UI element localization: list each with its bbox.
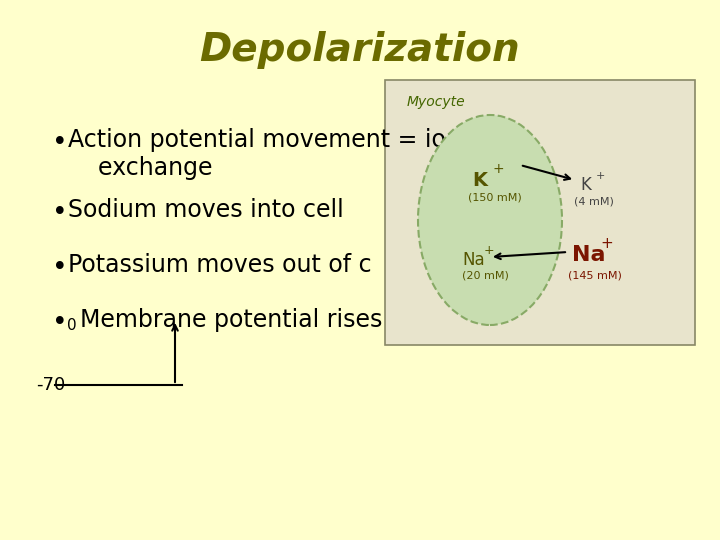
Text: +: + — [493, 162, 505, 176]
Text: Depolarization: Depolarization — [199, 31, 521, 69]
Text: •: • — [52, 200, 68, 226]
Text: K: K — [472, 171, 487, 190]
Text: (20 mM): (20 mM) — [462, 271, 509, 281]
Ellipse shape — [418, 115, 562, 325]
Text: Myocyte: Myocyte — [407, 95, 466, 109]
Text: •: • — [52, 130, 68, 156]
Text: Potassium moves out of c: Potassium moves out of c — [68, 253, 372, 277]
Text: Na: Na — [462, 251, 485, 269]
Text: 0: 0 — [67, 318, 76, 333]
Text: +: + — [596, 171, 606, 181]
Text: (4 mM): (4 mM) — [574, 197, 614, 207]
Bar — [385, 80, 695, 345]
Text: Action potential movement = ion
    exchange: Action potential movement = ion exchange — [68, 128, 461, 180]
Text: •: • — [52, 310, 68, 336]
Text: +: + — [484, 245, 495, 258]
Text: -70: -70 — [36, 376, 66, 394]
Text: •: • — [52, 255, 68, 281]
Text: Na: Na — [572, 245, 606, 265]
Text: +: + — [600, 235, 613, 251]
Text: (145 mM): (145 mM) — [568, 270, 622, 280]
Text: Membrane potential rises: Membrane potential rises — [80, 308, 382, 332]
Text: K: K — [580, 176, 591, 194]
Text: (150 mM): (150 mM) — [468, 192, 522, 202]
Text: Sodium moves into cell: Sodium moves into cell — [68, 198, 343, 222]
